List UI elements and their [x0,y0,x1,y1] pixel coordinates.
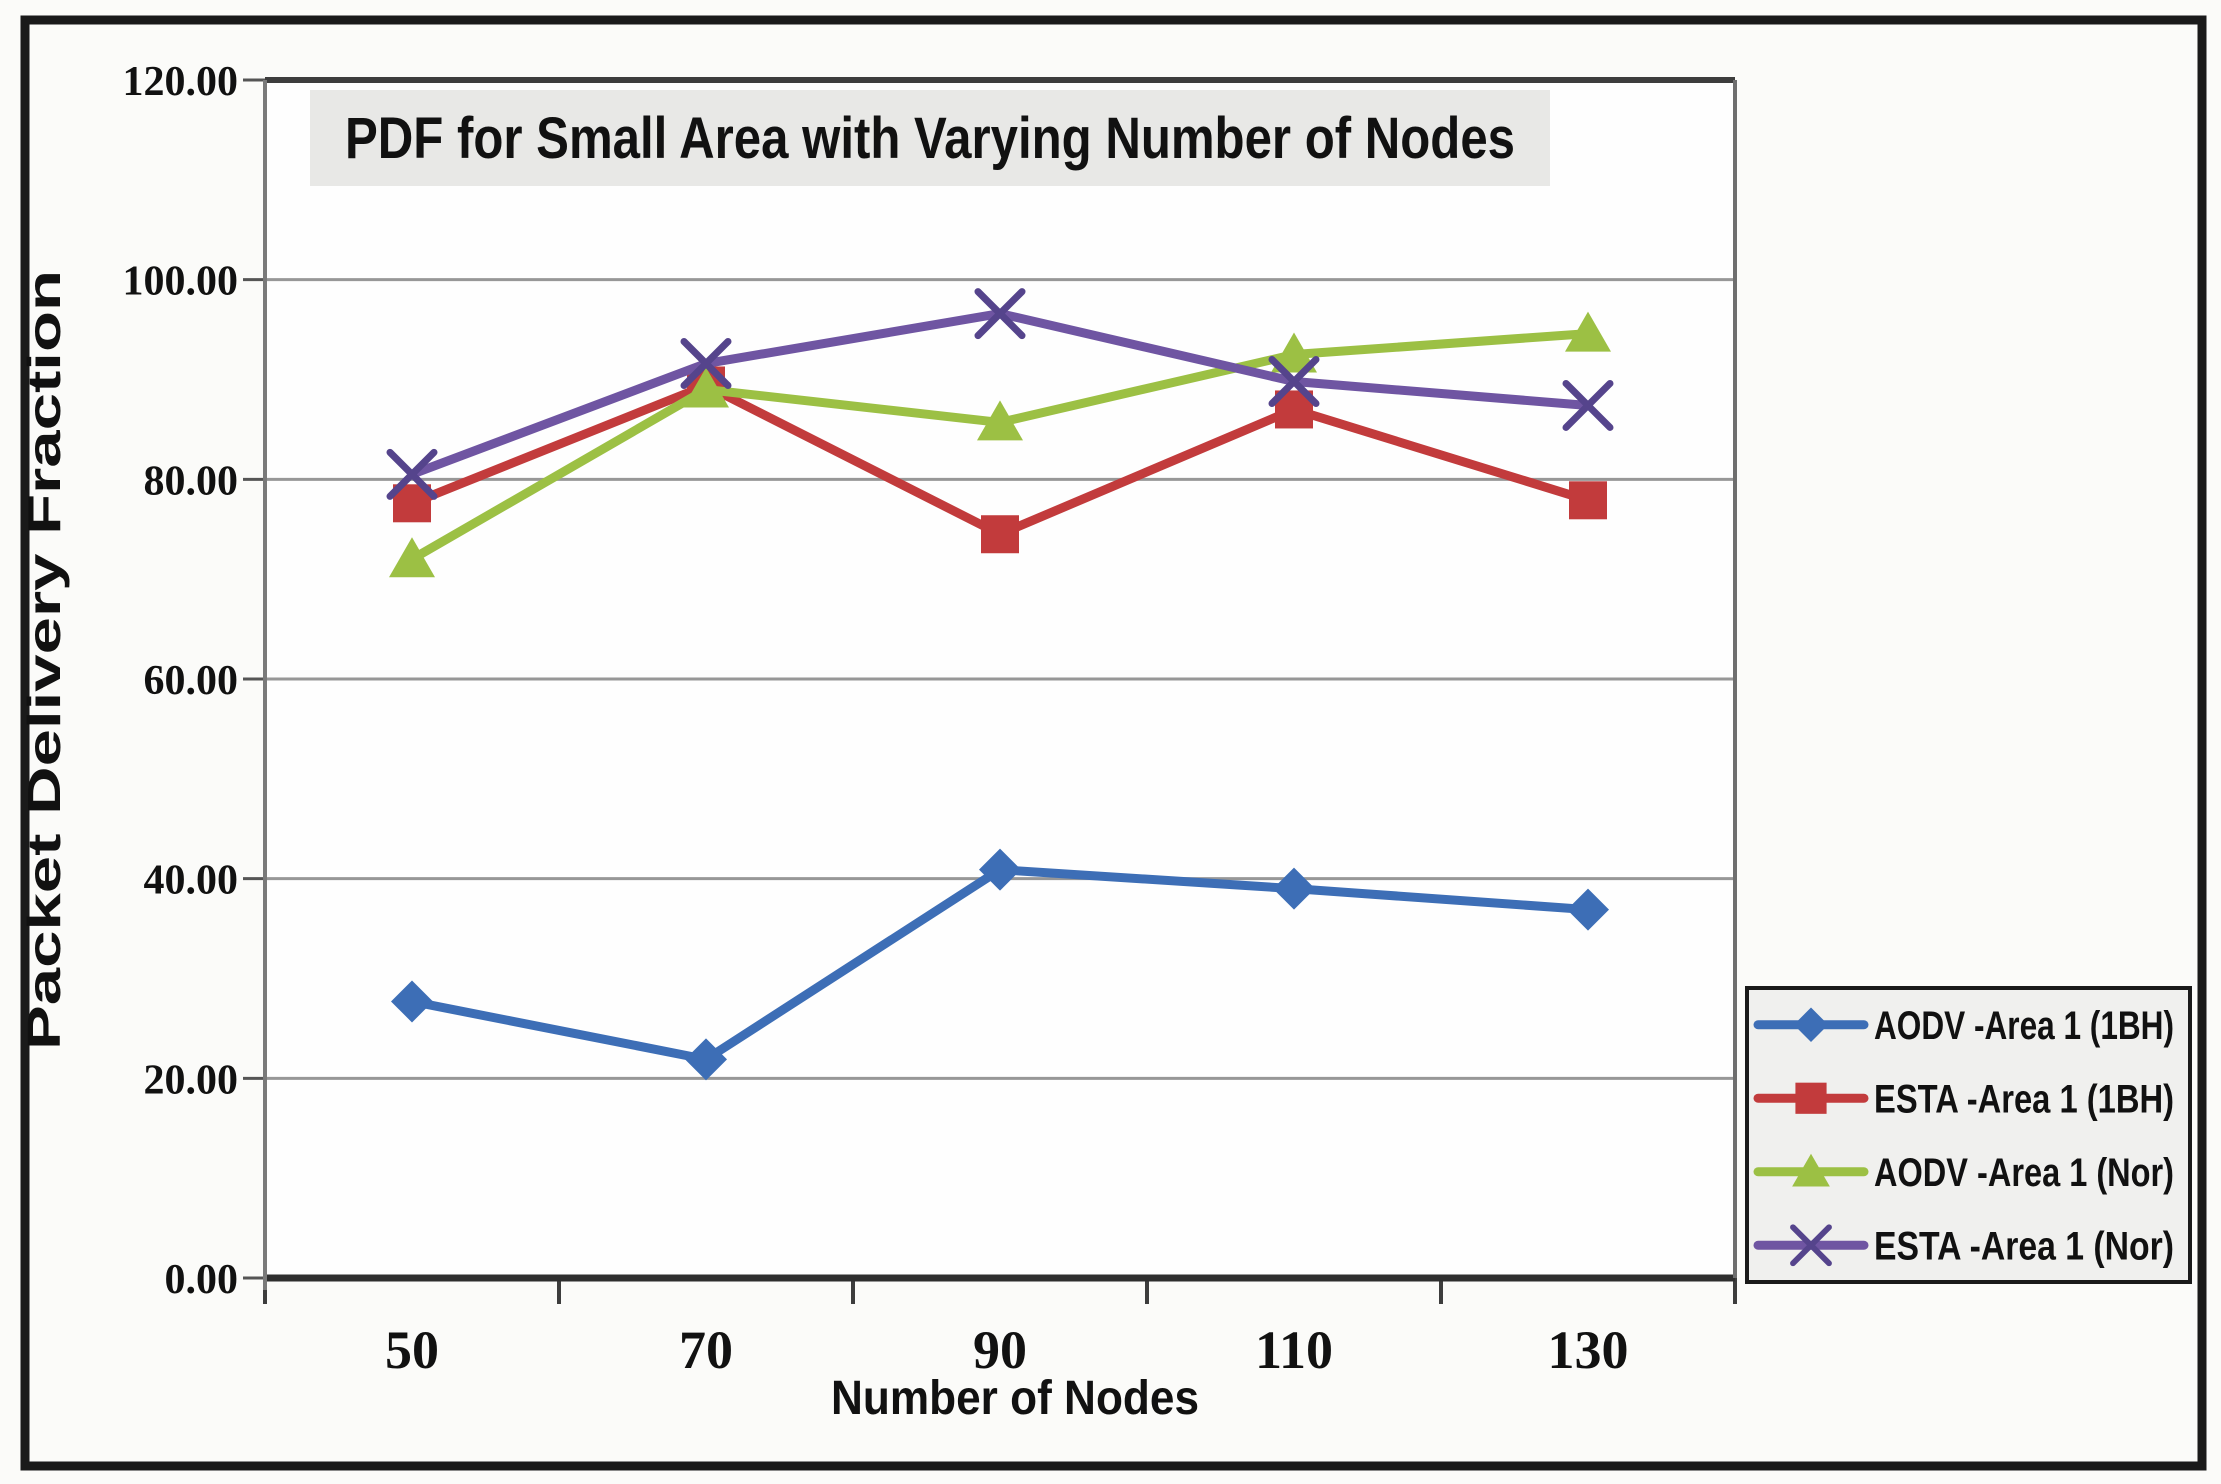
x-tick-label: 110 [1255,1320,1333,1380]
legend-item: AODV -Area 1 (Nor) [1753,1151,2174,1195]
legend: AODV -Area 1 (1BH) ESTA -Area 1 (1BH) AODV… [1745,986,2192,1284]
y-tick-label: 40.00 [144,858,239,904]
y-tick-label: 20.00 [144,1057,239,1103]
data-point-marker [685,1038,727,1081]
data-point-marker [386,448,438,500]
x-tick-labels: 50 70 90 110 130 [385,1320,1629,1380]
axis-ticks [243,78,1737,1304]
data-point-marker [974,288,1026,340]
legend-marker [1790,1224,1832,1267]
series-diamond [391,848,1609,1081]
data-point-marker [1565,311,1611,352]
legend-item-label: AODV -Area 1 (Nor) [1874,1151,2174,1195]
x-tick-label: 70 [679,1320,733,1380]
legend-item-label: AODV -Area 1 (1BH) [1874,1004,2174,1048]
y-axis-title: Packet Delivery Fraction [18,270,70,1050]
series-group [386,288,1614,1081]
y-tick-label: 0.00 [165,1257,239,1303]
series-x [386,288,1614,500]
data-point-marker [977,400,1023,441]
data-point-marker [1268,355,1320,407]
legend-item: ESTA -Area 1 (Nor) [1753,1224,2174,1268]
data-point-marker [1567,888,1609,931]
data-point-marker [683,367,729,408]
data-point-marker [389,537,435,578]
data-point-marker [1569,481,1607,520]
figure-border [20,15,2207,1471]
legend-marker [1793,1007,1829,1042]
legend-item: AODV -Area 1 (1BH) [1753,1004,2174,1048]
data-point-marker [680,338,732,390]
chart-title: PDF for Small Area with Varying Number o… [345,106,1515,171]
x-axis-title: Number of Nodes [831,1372,1199,1425]
series-triangle [389,311,1611,578]
x-tick-label: 90 [973,1320,1027,1380]
legend-item-label: ESTA -Area 1 (1BH) [1874,1077,2174,1121]
x-tick-label: 130 [1548,1320,1629,1380]
legend-item-label: ESTA -Area 1 (Nor) [1874,1224,2174,1268]
legend-item: ESTA -Area 1 (1BH) [1753,1077,2174,1121]
data-point-marker [391,980,433,1023]
y-tick-label: 100.00 [123,259,239,305]
y-tick-labels: 0.00 20.00 40.00 60.00 80.00 100.00 120.00 [123,59,239,1303]
legend-marker [1792,1153,1830,1187]
data-point-marker [979,848,1021,891]
y-tick-label: 120.00 [123,59,239,105]
title-band [310,90,1550,186]
y-tick-label: 60.00 [144,658,239,704]
x-tick-label: 50 [385,1320,439,1380]
data-point-marker [981,515,1019,554]
data-point-marker [1562,379,1614,431]
data-point-marker [1273,867,1315,910]
y-tick-label: 80.00 [144,458,239,504]
data-point-marker [1271,332,1317,373]
legend-marker [1795,1082,1827,1114]
